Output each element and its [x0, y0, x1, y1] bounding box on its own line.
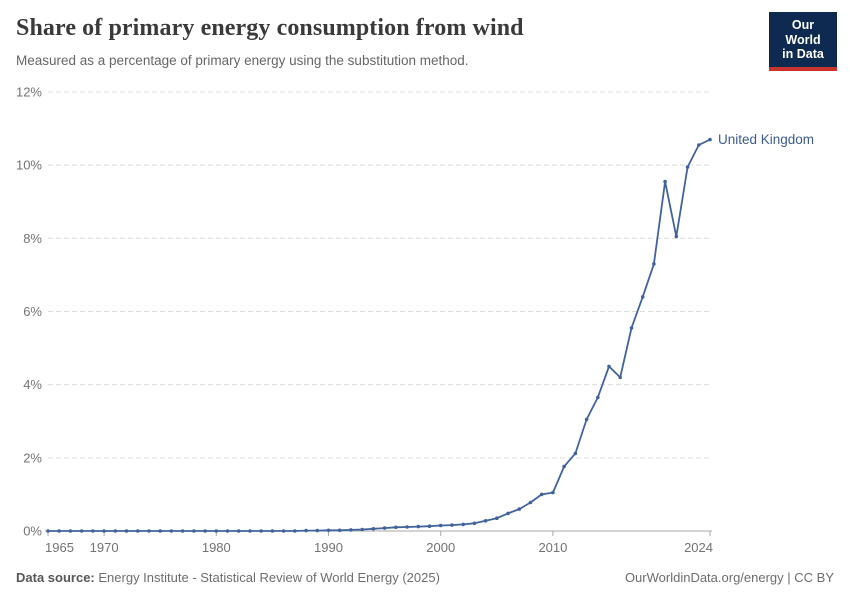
data-point[interactable] — [293, 529, 297, 533]
y-tick-label: 12% — [16, 85, 42, 100]
data-point[interactable] — [472, 521, 477, 526]
data-point[interactable] — [697, 143, 701, 147]
chart-area: 0% 2% 4% 6% 8% 10% 12% 1965 1970 1980 1990 2000 2010… — [0, 80, 850, 560]
data-point[interactable] — [438, 523, 443, 528]
data-point[interactable] — [618, 375, 622, 380]
data-point[interactable] — [337, 528, 342, 533]
data-point[interactable] — [147, 529, 151, 533]
data-point[interactable] — [416, 524, 421, 529]
data-point[interactable] — [652, 262, 656, 266]
data-point[interactable] — [225, 529, 230, 533]
data-point[interactable] — [281, 529, 286, 533]
owid-logo-line1: Our World — [785, 18, 821, 47]
data-point[interactable] — [461, 522, 466, 527]
data-point[interactable] — [394, 525, 398, 530]
data-point[interactable] — [528, 500, 533, 505]
data-point[interactable] — [236, 529, 241, 533]
data-point[interactable] — [495, 516, 499, 520]
data-source-label: Data source: — [16, 570, 95, 585]
chart-svg: 0% 2% 4% 6% 8% 10% 12% 1965 1970 1980 1990 2000 2010… — [16, 85, 814, 556]
data-point[interactable] — [685, 165, 690, 169]
data-point[interactable] — [304, 528, 308, 533]
chart-header: Share of primary energy consumption from… — [0, 0, 850, 69]
data-point[interactable] — [360, 527, 365, 532]
data-point[interactable] — [180, 529, 185, 533]
data-point[interactable] — [573, 451, 578, 456]
data-point[interactable] — [663, 179, 667, 184]
data-point[interactable] — [371, 527, 376, 531]
data-point[interactable] — [349, 528, 353, 532]
data-point[interactable] — [539, 492, 544, 497]
data-point[interactable] — [382, 526, 387, 530]
data-point[interactable] — [551, 490, 555, 495]
y-tick-label: 0% — [23, 524, 42, 539]
chart-subtitle: Measured as a percentage of primary ener… — [16, 52, 469, 68]
data-point[interactable] — [46, 529, 50, 533]
data-point[interactable] — [562, 464, 566, 469]
data-point[interactable] — [607, 364, 611, 369]
footer-rights: OurWorldinData.org/energy | CC BY — [624, 570, 834, 585]
data-point[interactable] — [214, 529, 219, 533]
data-point[interactable] — [136, 529, 140, 533]
x-tick-label: 1990 — [314, 540, 343, 555]
data-point[interactable] — [405, 525, 409, 529]
data-point[interactable] — [674, 234, 679, 239]
y-tick-label: 4% — [23, 377, 42, 392]
data-point[interactable] — [124, 529, 129, 533]
entity-label[interactable]: United Kingdom — [718, 132, 814, 147]
data-point[interactable] — [640, 295, 645, 299]
x-tick-label: 1980 — [202, 540, 231, 555]
y-tick-label: 10% — [16, 158, 42, 173]
data-point[interactable] — [315, 528, 320, 533]
x-tick-label: 1970 — [90, 540, 119, 555]
data-point[interactable] — [203, 529, 207, 533]
chart-footer: Data source: Energy Institute - Statisti… — [16, 570, 834, 585]
data-point[interactable] — [629, 326, 634, 330]
data-point[interactable] — [259, 529, 264, 533]
data-point[interactable] — [326, 528, 331, 533]
data-point[interactable] — [248, 529, 252, 533]
y-tick-label: 8% — [23, 231, 42, 246]
data-point[interactable] — [68, 529, 73, 533]
series-line[interactable] — [47, 138, 711, 532]
data-point[interactable] — [427, 524, 432, 528]
chart-title: Share of primary energy consumption from… — [16, 15, 524, 41]
x-tick-label: 2024 — [684, 540, 713, 555]
data-point[interactable] — [596, 395, 600, 400]
data-point[interactable] — [483, 519, 488, 523]
data-point[interactable] — [450, 523, 454, 527]
owid-logo[interactable]: Our World in Data — [769, 12, 837, 71]
y-tick-label: 2% — [23, 450, 42, 465]
data-source: Data source: Energy Institute - Statisti… — [16, 570, 440, 585]
x-tick-label: 2010 — [538, 540, 567, 555]
data-point[interactable] — [270, 529, 275, 533]
data-point[interactable] — [158, 529, 162, 533]
data-point[interactable] — [169, 529, 174, 533]
y-tick-label: 6% — [23, 304, 42, 319]
data-point[interactable] — [517, 507, 522, 511]
x-tick-label: 1965 — [45, 540, 74, 555]
data-point[interactable] — [79, 529, 84, 533]
x-tick-label: 2000 — [426, 540, 455, 555]
data-point[interactable] — [192, 529, 196, 533]
data-point[interactable] — [102, 529, 106, 533]
data-point[interactable] — [91, 529, 95, 533]
data-point[interactable] — [584, 417, 589, 422]
data-point[interactable] — [506, 511, 510, 516]
data-point[interactable] — [57, 529, 61, 533]
data-point[interactable] — [708, 137, 712, 142]
data-source-text: Energy Institute - Statistical Review of… — [98, 570, 440, 585]
owid-logo-line2: in Data — [782, 47, 824, 61]
data-point[interactable] — [113, 529, 118, 533]
